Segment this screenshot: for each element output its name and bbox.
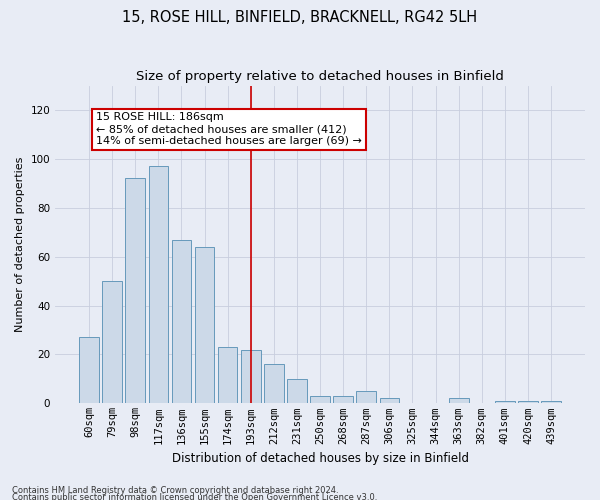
Bar xyxy=(380,398,399,404)
Bar xyxy=(218,347,238,404)
Bar xyxy=(518,401,538,404)
X-axis label: Distribution of detached houses by size in Binfield: Distribution of detached houses by size … xyxy=(172,452,469,465)
Y-axis label: Number of detached properties: Number of detached properties xyxy=(15,157,25,332)
Bar xyxy=(172,240,191,404)
Bar xyxy=(125,178,145,404)
Bar xyxy=(449,398,469,404)
Bar xyxy=(241,350,260,404)
Text: Contains HM Land Registry data © Crown copyright and database right 2024.: Contains HM Land Registry data © Crown c… xyxy=(12,486,338,495)
Bar xyxy=(103,281,122,404)
Text: 15 ROSE HILL: 186sqm
← 85% of detached houses are smaller (412)
14% of semi-deta: 15 ROSE HILL: 186sqm ← 85% of detached h… xyxy=(96,112,362,146)
Text: 15, ROSE HILL, BINFIELD, BRACKNELL, RG42 5LH: 15, ROSE HILL, BINFIELD, BRACKNELL, RG42… xyxy=(122,10,478,25)
Bar xyxy=(356,391,376,404)
Bar xyxy=(541,401,561,404)
Bar xyxy=(195,247,214,404)
Text: Contains public sector information licensed under the Open Government Licence v3: Contains public sector information licen… xyxy=(12,494,377,500)
Bar xyxy=(79,338,99,404)
Bar xyxy=(334,396,353,404)
Title: Size of property relative to detached houses in Binfield: Size of property relative to detached ho… xyxy=(136,70,504,83)
Bar xyxy=(495,401,515,404)
Bar xyxy=(149,166,168,404)
Bar xyxy=(287,379,307,404)
Bar xyxy=(310,396,330,404)
Bar xyxy=(264,364,284,404)
